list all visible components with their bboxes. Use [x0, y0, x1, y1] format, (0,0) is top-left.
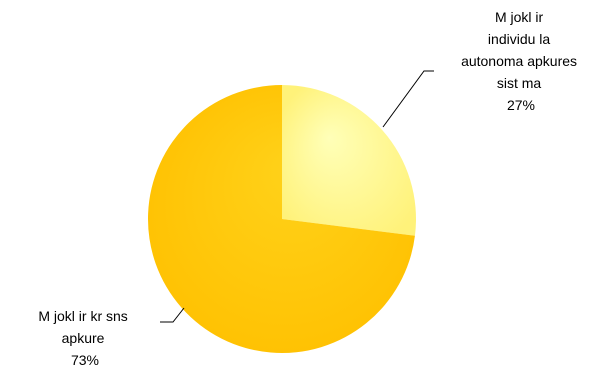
leader-line-autonomous-heating — [382, 70, 434, 128]
leader-lines — [160, 70, 434, 323]
pie-slice-autonomous-heating — [282, 85, 416, 236]
slice-label-line: M jokl ir — [495, 9, 544, 25]
slice-label-line: individu la — [488, 31, 550, 47]
slice-label-line: M jokl ir kr sns — [38, 308, 127, 324]
leader-line-central-heating — [160, 307, 185, 323]
pie-slices — [147, 85, 416, 354]
slice-percent: 27% — [507, 97, 535, 113]
slice-percent: 73% — [71, 352, 99, 368]
slice-label-line: autonoma apkures — [461, 53, 577, 69]
slice-label-autonomous-heating: M jokl ir individu la autonoma apkures s… — [461, 9, 581, 113]
slice-label-line: sist ma — [497, 75, 542, 91]
pie-slice-central-heating — [147, 85, 415, 354]
slice-label-line: apkure — [62, 330, 105, 346]
slice-label-central-heating: M jokl ir kr sns apkure 73% — [38, 308, 131, 368]
